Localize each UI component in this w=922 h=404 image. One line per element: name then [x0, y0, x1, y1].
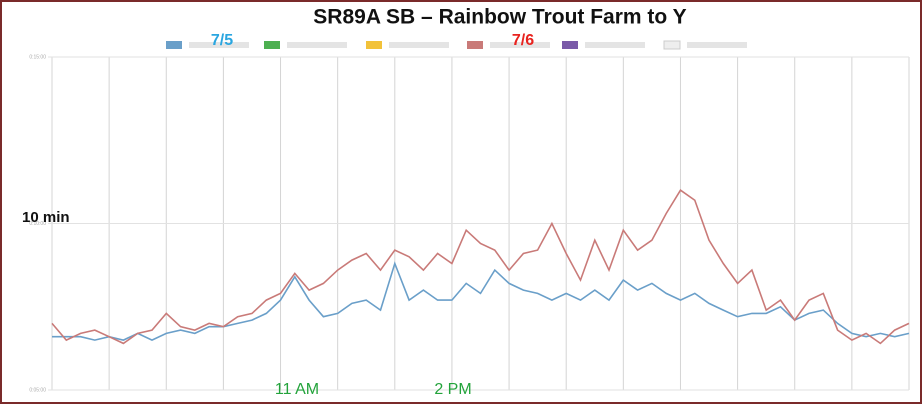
y-tick-label: 0:05:00: [29, 387, 46, 393]
legend-blur: [189, 42, 249, 48]
annotation: 11 AM: [275, 381, 319, 398]
y-tick-label: 0:10:00: [29, 221, 46, 227]
legend-swatch: [366, 41, 382, 49]
series-line: [52, 261, 910, 341]
y-tick-label: 0:15:00: [29, 54, 46, 60]
legend-swatch: [467, 41, 483, 49]
legend-blur: [687, 42, 747, 48]
legend-blur: [287, 42, 347, 48]
series-line: [51, 189, 910, 345]
legend-blur: [389, 42, 449, 48]
legend-decor: [264, 40, 747, 50]
legend-label: 7/5: [211, 32, 233, 49]
legend-swatch: [166, 41, 182, 49]
legend-label: 7/6: [512, 32, 534, 49]
legend-blur: [585, 42, 645, 48]
annotation: 2 PM: [434, 381, 471, 398]
annotation: 10 min: [22, 209, 70, 226]
legend-swatch: [562, 41, 578, 49]
chart-title: SR89A SB – Rainbow Trout Farm to Y: [313, 6, 686, 29]
legend-swatch: [264, 41, 280, 49]
legend-blur: [490, 42, 550, 48]
legend-swatch: [663, 40, 681, 50]
